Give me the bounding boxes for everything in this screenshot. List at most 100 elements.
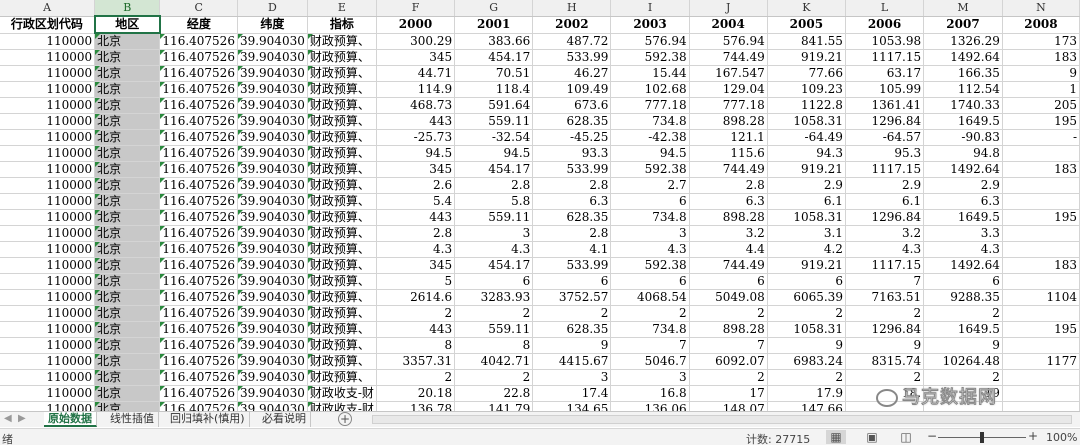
table-cell[interactable]: 39.904030 (237, 273, 308, 290)
table-cell[interactable]: 114.9 (376, 81, 456, 98)
table-cell[interactable]: 116.407526 (159, 113, 238, 130)
table-cell[interactable]: 3.2 (689, 225, 768, 242)
table-cell[interactable]: 北京 (94, 193, 161, 210)
table-cell[interactable]: 北京 (94, 209, 161, 226)
table-cell[interactable]: 39.904030 (237, 321, 308, 338)
table-cell[interactable]: 110000 (0, 369, 96, 386)
table-cell[interactable]: 北京 (94, 273, 161, 290)
table-cell[interactable]: 4.1 (532, 241, 612, 258)
field-header-cell[interactable]: 地区 (93, 15, 161, 34)
table-cell[interactable]: 94.5 (376, 145, 456, 162)
table-cell[interactable]: 1058.31 (767, 321, 846, 338)
table-cell[interactable]: 919.21 (767, 257, 846, 274)
table-cell[interactable]: 39.904030 (237, 33, 308, 50)
table-cell[interactable]: 777.18 (689, 97, 768, 114)
table-cell[interactable]: 财政预算、 (307, 337, 377, 354)
table-cell[interactable]: 94.8 (923, 145, 1003, 162)
table-cell[interactable]: 1 (1002, 81, 1080, 98)
table-cell[interactable]: 6 (923, 273, 1003, 290)
table-cell[interactable] (1002, 273, 1080, 290)
table-cell[interactable]: 39.904030 (237, 257, 308, 274)
table-cell[interactable]: 39.904030 (237, 241, 308, 258)
table-cell[interactable]: 6 (454, 273, 534, 290)
field-header-cell[interactable]: 经度 (159, 16, 238, 34)
table-cell[interactable]: 1649.5 (923, 321, 1003, 338)
table-cell[interactable]: 205 (1002, 97, 1080, 114)
table-cell[interactable]: 2.9 (923, 177, 1003, 194)
table-cell[interactable]: 北京 (94, 321, 161, 338)
table-cell[interactable]: 财政预算、 (307, 257, 377, 274)
table-cell[interactable]: 468.73 (376, 97, 456, 114)
table-cell[interactable]: 3 (610, 369, 690, 386)
table-cell[interactable]: 北京 (94, 177, 161, 194)
table-cell[interactable]: 4415.67 (532, 353, 612, 370)
table-cell[interactable]: 39.904030 (237, 49, 308, 66)
table-cell[interactable]: 109.49 (532, 81, 612, 98)
table-cell[interactable]: 118.4 (454, 81, 534, 98)
table-cell[interactable]: 北京 (94, 369, 161, 386)
table-cell[interactable]: 116.407526 (159, 161, 238, 178)
table-cell[interactable]: 121.1 (689, 129, 768, 146)
table-cell[interactable]: 454.17 (454, 49, 534, 66)
table-cell[interactable]: 777.18 (610, 97, 690, 114)
table-cell[interactable]: -25.73 (376, 129, 456, 146)
table-cell[interactable]: 116.407526 (159, 145, 238, 162)
table-cell[interactable]: 财政预算、 (307, 81, 377, 98)
table-cell[interactable]: 148.07 (689, 401, 768, 411)
table-cell[interactable]: 115.6 (689, 145, 768, 162)
table-cell[interactable]: 105.99 (845, 81, 925, 98)
table-cell[interactable]: 141.79 (454, 401, 534, 411)
table-cell[interactable] (1002, 305, 1080, 322)
table-cell[interactable]: 北京 (94, 145, 161, 162)
column-header-a[interactable]: A (0, 0, 96, 17)
table-cell[interactable] (1002, 225, 1080, 242)
table-cell[interactable]: 2 (923, 305, 1003, 322)
table-cell[interactable]: 39.904030 (237, 369, 308, 386)
table-cell[interactable]: 39.904030 (237, 81, 308, 98)
table-cell[interactable]: 2 (923, 369, 1003, 386)
table-cell[interactable]: 6092.07 (689, 353, 768, 370)
table-cell[interactable]: 487.72 (532, 33, 612, 50)
table-cell[interactable]: 443 (376, 321, 456, 338)
table-cell[interactable]: 财政预算、 (307, 289, 377, 306)
table-cell[interactable]: 5046.7 (610, 353, 690, 370)
table-cell[interactable]: 898.28 (689, 113, 768, 130)
table-cell[interactable]: 2.8 (376, 225, 456, 242)
table-cell[interactable]: 39.904030 (237, 337, 308, 354)
table-cell[interactable]: 6.3 (923, 193, 1003, 210)
table-cell[interactable]: 116.407526 (159, 305, 238, 322)
table-cell[interactable]: 财政收支-财 (307, 385, 377, 402)
table-cell[interactable]: 734.8 (610, 113, 690, 130)
table-cell[interactable]: 3 (610, 225, 690, 242)
table-cell[interactable]: 6 (767, 273, 846, 290)
sheet-tab[interactable]: 原始数据 (44, 412, 97, 427)
table-cell[interactable]: 财政预算、 (307, 49, 377, 66)
table-cell[interactable]: 919.21 (767, 49, 846, 66)
table-cell[interactable]: 116.407526 (159, 193, 238, 210)
column-header-b[interactable]: B (94, 0, 161, 17)
table-cell[interactable]: 1740.33 (923, 97, 1003, 114)
table-cell[interactable]: 2 (454, 369, 534, 386)
table-cell[interactable]: 744.49 (689, 49, 768, 66)
table-cell[interactable]: 116.407526 (159, 177, 238, 194)
table-cell[interactable]: 4.3 (845, 241, 925, 258)
table-cell[interactable]: 1117.15 (845, 161, 925, 178)
table-cell[interactable]: 110000 (0, 145, 96, 162)
table-cell[interactable]: 39.904030 (237, 209, 308, 226)
scroll-left-icon[interactable]: ◀ (4, 413, 12, 424)
table-cell[interactable]: 2 (454, 305, 534, 322)
table-cell[interactable]: 166.35 (923, 65, 1003, 82)
table-cell[interactable]: 财政预算、 (307, 321, 377, 338)
table-cell[interactable]: 39.904030 (237, 289, 308, 306)
table-cell[interactable]: 591.64 (454, 97, 534, 114)
table-cell[interactable]: 63.17 (845, 65, 925, 82)
table-cell[interactable]: 628.35 (532, 209, 612, 226)
table-cell[interactable]: 16.8 (610, 385, 690, 402)
field-header-cell[interactable]: 行政区划代码 (0, 16, 96, 34)
table-cell[interactable]: 110000 (0, 97, 96, 114)
table-cell[interactable]: 4042.71 (454, 353, 534, 370)
table-cell[interactable]: 北京 (94, 81, 161, 98)
column-header-n[interactable]: N (1002, 0, 1080, 17)
table-cell[interactable]: 576.94 (689, 33, 768, 50)
field-header-cell[interactable]: 纬度 (237, 16, 308, 34)
